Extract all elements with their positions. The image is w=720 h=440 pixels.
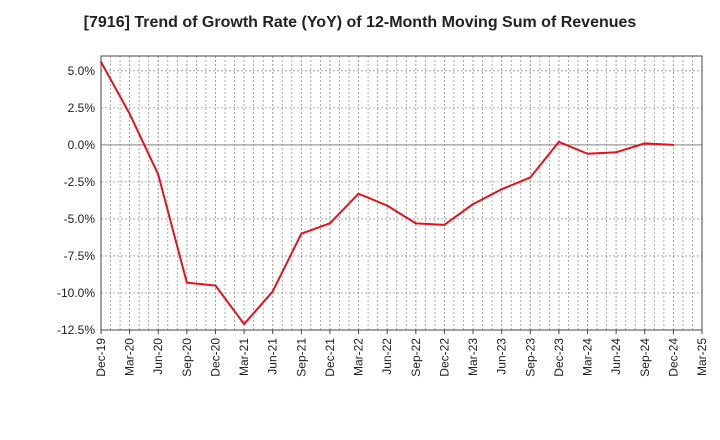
- chart-title: [7916] Trend of Growth Rate (YoY) of 12-…: [83, 14, 637, 31]
- x-tick-label: Mar-22: [352, 338, 366, 376]
- x-tick-label: Jun-22: [380, 338, 394, 375]
- data-point: [157, 173, 160, 176]
- x-tick-label: Mar-25: [695, 338, 709, 376]
- x-tick-label: Sep-21: [294, 338, 308, 377]
- data-point: [586, 152, 589, 155]
- x-tick-label: Dec-20: [208, 338, 222, 377]
- data-point: [357, 192, 360, 195]
- x-tick-label: Dec-22: [437, 338, 451, 377]
- x-tick-label: Mar-20: [123, 338, 137, 376]
- data-point: [643, 142, 646, 145]
- y-tick-label: -12.5%: [57, 323, 95, 337]
- data-point: [472, 203, 475, 206]
- x-tick-label: Jun-21: [266, 338, 280, 375]
- data-point: [128, 112, 131, 115]
- data-point: [672, 143, 675, 146]
- data-point: [271, 290, 274, 293]
- data-point: [443, 223, 446, 226]
- x-tick-label: Dec-19: [94, 338, 108, 377]
- x-tick-label: Sep-20: [180, 338, 194, 377]
- data-point: [214, 284, 217, 287]
- data-point: [328, 222, 331, 225]
- x-tick-label: Jun-20: [151, 338, 165, 375]
- data-point: [500, 188, 503, 191]
- data-point: [243, 323, 246, 326]
- data-point: [300, 232, 303, 235]
- x-tick-label: Jun-23: [495, 338, 509, 375]
- data-point: [414, 222, 417, 225]
- data-point: [615, 151, 618, 154]
- x-tick-label: Mar-21: [237, 338, 251, 376]
- y-tick-label: 0.0%: [68, 138, 96, 152]
- x-tick-label: Mar-24: [581, 338, 595, 376]
- data-point: [386, 204, 389, 207]
- y-tick-label: -10.0%: [57, 286, 95, 300]
- x-tick-label: Sep-24: [638, 338, 652, 377]
- y-tick-label: 5.0%: [68, 64, 96, 78]
- y-tick-label: 2.5%: [68, 101, 96, 115]
- data-point: [529, 176, 532, 179]
- x-tick-label: Sep-22: [409, 338, 423, 377]
- plot-area: [101, 56, 702, 330]
- x-tick-label: Dec-23: [552, 338, 566, 377]
- data-point: [100, 60, 102, 63]
- x-tick-label: Sep-23: [523, 338, 537, 377]
- y-tick-label: -7.5%: [64, 249, 96, 263]
- x-tick-label: Jun-24: [609, 338, 623, 375]
- y-tick-label: -5.0%: [64, 212, 96, 226]
- data-point: [185, 281, 188, 284]
- x-tick-label: Dec-21: [323, 338, 337, 377]
- data-point: [557, 140, 560, 143]
- x-tick-label: Dec-24: [666, 338, 680, 377]
- x-tick-label: Mar-23: [466, 338, 480, 376]
- plot-border: [100, 55, 703, 331]
- y-tick-label: -2.5%: [64, 175, 96, 189]
